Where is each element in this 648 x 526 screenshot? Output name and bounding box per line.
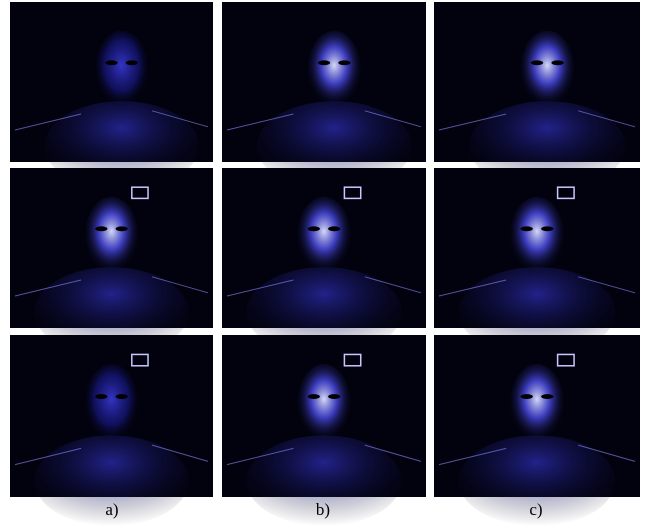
image <box>222 2 426 191</box>
face-shape <box>510 364 564 442</box>
eye <box>338 60 351 66</box>
image-grid <box>10 2 640 526</box>
eye <box>551 60 564 66</box>
eye <box>317 60 331 66</box>
eye <box>520 394 533 399</box>
body-shape <box>458 267 616 357</box>
face-shape <box>297 364 351 442</box>
edge-lines <box>14 110 209 131</box>
edge-lines <box>14 444 209 466</box>
eye <box>95 394 108 399</box>
eye <box>541 226 554 232</box>
body-shape <box>34 435 189 526</box>
eye <box>125 60 138 66</box>
image <box>434 168 640 357</box>
shelf-object <box>131 353 149 367</box>
image <box>10 2 213 191</box>
body-shape <box>34 267 189 357</box>
panel-label: c) <box>529 500 542 519</box>
body-shape <box>458 435 616 526</box>
edge-lines <box>438 276 636 297</box>
edge-lines <box>438 444 636 466</box>
shelf-object <box>556 353 575 367</box>
eye <box>328 226 341 232</box>
edge-lines <box>14 276 209 297</box>
edge-lines <box>226 110 422 131</box>
shelf-object <box>343 353 362 367</box>
shelf-object <box>343 186 362 200</box>
eye <box>328 394 341 399</box>
face-shape <box>85 364 138 442</box>
image <box>222 168 426 357</box>
body-shape <box>246 435 402 526</box>
eye <box>307 226 320 232</box>
shelf-object <box>131 186 149 200</box>
shelf-object <box>556 186 575 200</box>
image <box>434 335 640 526</box>
edge-lines <box>226 444 422 466</box>
face-shape <box>85 196 138 274</box>
face-shape <box>95 30 149 108</box>
eye <box>541 394 554 399</box>
eye <box>307 394 320 399</box>
image <box>10 168 213 357</box>
panel-label: b) <box>316 500 330 519</box>
eye <box>105 60 118 66</box>
edge-lines <box>438 110 636 131</box>
face-shape <box>520 30 575 108</box>
body-shape <box>246 267 402 357</box>
image <box>10 335 213 526</box>
face-shape <box>307 30 361 108</box>
eye <box>520 226 533 232</box>
image <box>222 335 426 526</box>
panel-label: a) <box>105 500 118 519</box>
eye <box>115 394 128 399</box>
eye <box>115 226 128 232</box>
face-shape <box>510 196 564 274</box>
image <box>434 2 640 191</box>
eye <box>95 226 108 232</box>
edge-lines <box>226 276 422 297</box>
face-shape <box>297 196 351 274</box>
eye <box>530 60 544 66</box>
